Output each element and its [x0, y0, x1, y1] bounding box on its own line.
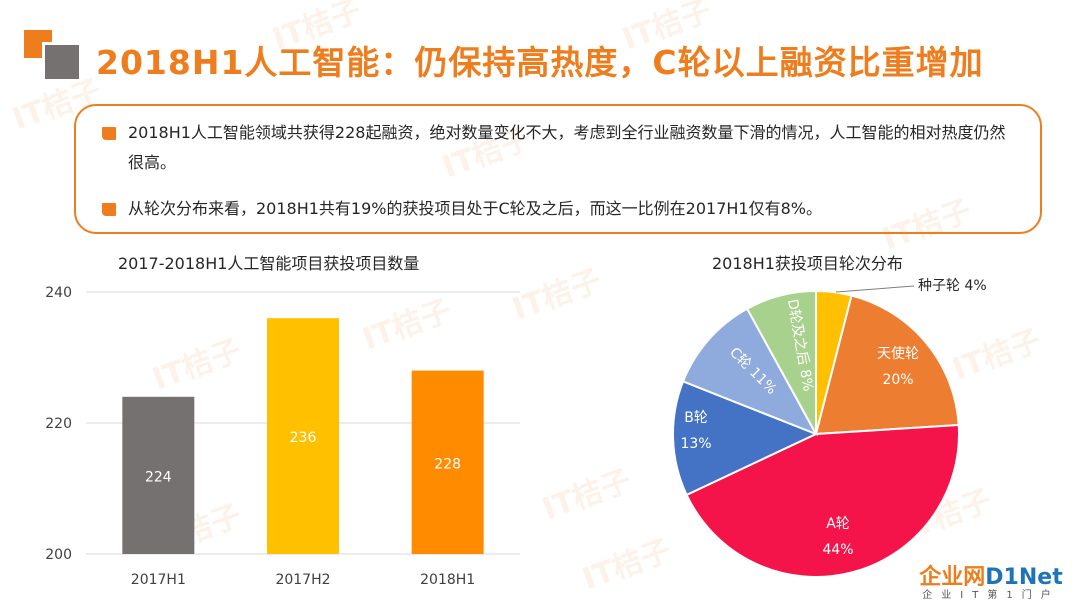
summary-text-1: 2018H1人工智能领域共获得228起融资，绝对数量变化不大，考虑到全行业融资数…: [128, 123, 1006, 172]
pie-slice-label: 天使轮 20%: [877, 345, 919, 388]
site-logo: 企业网D1Net 企业IT第1门户: [906, 566, 1076, 602]
speech-bubble-icon: [102, 127, 116, 140]
pie-slice-label: 种子轮 4%: [918, 278, 987, 294]
x-tick-label: 2018H1: [420, 572, 475, 588]
pie-slice: [745, 289, 817, 435]
bar-data-label: 236: [290, 430, 317, 446]
y-tick-label: 220: [45, 416, 72, 432]
summary-text-2: 从轮次分布来看，2018H1共有19%的获投项目处于C轮及之后，而这一比例在20…: [128, 199, 822, 218]
pie-slice: [681, 307, 819, 436]
site-logo-subtitle: 企业IT第1门户: [922, 590, 1060, 601]
pie-chart-title: 2018H1获投项目轮次分布: [712, 254, 903, 273]
pie-slice: [672, 380, 819, 497]
pie-slice: [814, 294, 960, 436]
bar-data-label: 228: [434, 456, 461, 472]
site-logo-text-a: 企业网: [919, 565, 986, 590]
bar-data-label: 224: [145, 469, 172, 485]
summary-box: 2018H1人工智能领域共获得228起融资，绝对数量变化不大，考虑到全行业融资数…: [74, 104, 1042, 234]
bar-chart-title: 2017-2018H1人工智能项目获投项目数量: [118, 254, 420, 273]
x-tick-label: 2017H1: [131, 572, 186, 588]
summary-bullet-1: 2018H1人工智能领域共获得228起融资，绝对数量变化不大，考虑到全行业融资数…: [102, 118, 1014, 178]
pie-chart: 种子轮 4%天使轮 20%A轮 44%B轮 13%C轮 11% D轮及之后 8%: [672, 278, 987, 578]
bar-chart: 200 220 240 224 2017H1 236 2017H2 228 2018H1: [45, 285, 520, 588]
slide-title: 2018H1人工智能：仍保持高热度，C轮以上融资比重增加: [96, 43, 984, 82]
pie-leader-line: [835, 285, 915, 293]
bar: [122, 396, 195, 554]
site-logo-text-b: D1Net: [985, 565, 1063, 590]
y-tick-label: 240: [45, 285, 72, 301]
x-tick-label: 2017H2: [275, 572, 330, 588]
y-tick-label: 200: [45, 547, 72, 563]
logo-square-gray: [42, 42, 82, 82]
bar: [267, 318, 339, 554]
bar: [411, 370, 484, 554]
pie-slice-label: A轮 44%: [822, 516, 853, 558]
speech-bubble-icon: [102, 203, 116, 216]
pie-slice-label: B轮 13%: [680, 410, 711, 452]
summary-bullet-2: 从轮次分布来看，2018H1共有19%的获投项目处于C轮及之后，而这一比例在20…: [102, 194, 1014, 224]
watermark: IT桔子: [537, 463, 637, 528]
